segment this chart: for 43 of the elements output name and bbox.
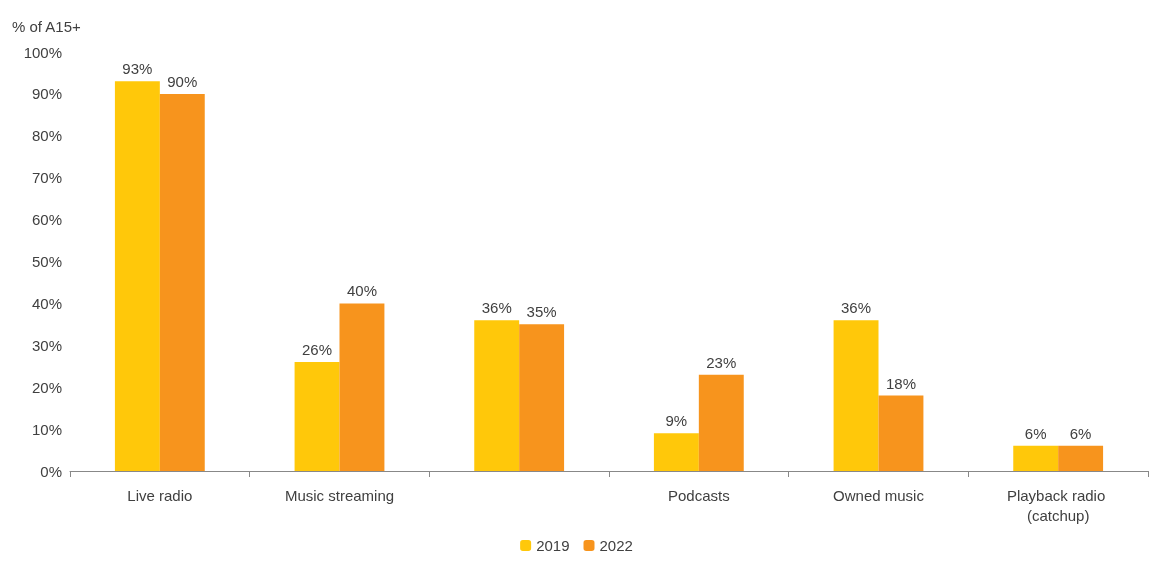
data-label: 6%	[1069, 424, 1092, 442]
y-axis-title: % of A15+	[12, 18, 82, 35]
data-label: 9%	[665, 412, 688, 430]
data-label: 36%	[841, 299, 872, 317]
bar	[114, 81, 160, 471]
legend-label: 2019	[536, 537, 570, 554]
bar	[339, 303, 385, 471]
bar	[519, 324, 565, 471]
bar	[1058, 445, 1104, 471]
data-label: 93%	[122, 60, 153, 78]
y-tick-label: 10%	[31, 420, 62, 438]
y-tick-label: 0%	[40, 462, 62, 480]
x-tick-label: Live radio	[127, 486, 193, 504]
bar	[878, 395, 924, 471]
y-tick-label: 90%	[31, 85, 62, 103]
x-tick-label: Owned music	[833, 486, 925, 504]
y-tick-label: 40%	[31, 294, 62, 312]
bar	[653, 433, 699, 471]
y-tick-label: 30%	[31, 336, 62, 354]
data-label: 90%	[167, 72, 198, 90]
data-label: 26%	[302, 341, 333, 359]
bar	[698, 374, 744, 471]
bar	[1013, 445, 1059, 471]
bar	[294, 362, 340, 471]
x-tick-label: Playback radio (catchup)	[1006, 486, 1110, 524]
x-tick-label: Podcasts	[667, 486, 730, 504]
data-label: 6%	[1024, 424, 1047, 442]
data-label: 23%	[706, 353, 737, 371]
y-tick-label: 100%	[23, 43, 62, 61]
y-tick-label: 70%	[31, 169, 62, 187]
data-label: 18%	[885, 374, 916, 392]
bar	[159, 93, 205, 471]
y-tick-label: 20%	[31, 378, 62, 396]
x-tick-label: Music streaming	[284, 486, 395, 504]
y-tick-label: 60%	[31, 211, 62, 229]
bar	[833, 320, 879, 471]
legend-label: 2022	[599, 537, 633, 554]
y-tick-label: 80%	[31, 127, 62, 145]
y-tick-label: 50%	[31, 253, 62, 270]
bar	[474, 320, 520, 471]
data-label: 40%	[346, 282, 377, 300]
data-label: 35%	[526, 303, 557, 321]
data-label: 36%	[481, 299, 512, 317]
